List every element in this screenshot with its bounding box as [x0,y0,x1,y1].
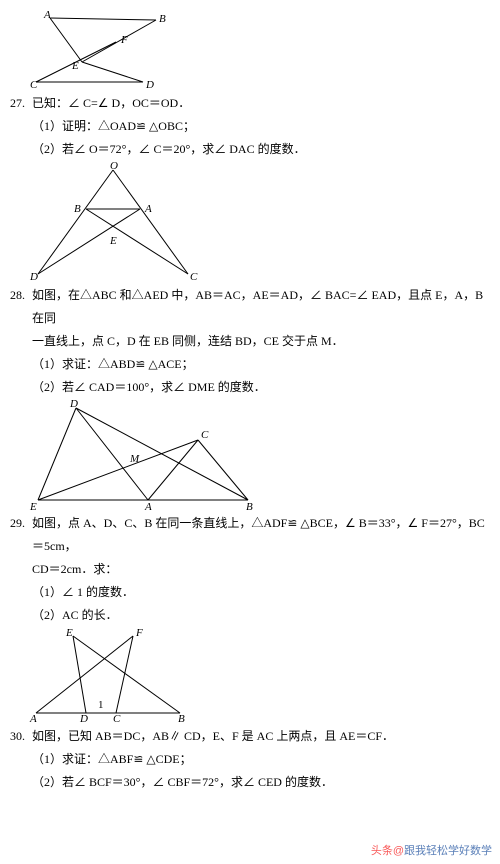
figure-26: A B F E C D [28,10,490,90]
label-M: M [129,453,140,465]
q29-text1: 如图，点 A、D、C、B 在同一条直线上，△ADF≌ △BCE，∠ B＝33°，… [32,512,490,558]
figure-28-svg: D C M E A B [28,400,258,510]
label-D: D [145,79,154,90]
label-E: E [71,60,79,72]
q28-num: 28. [10,284,32,330]
q28-p1: （1）求证：△ABD≌ △ACE； [32,353,490,376]
figure-28: D C M E A B [28,400,490,510]
label-C: C [201,429,209,441]
label-A: A [43,10,51,21]
q28-p2: （2）若∠ CAD＝100°，求∠ DME 的度数． [32,376,490,399]
label-A: A [144,203,152,215]
label-B: B [246,501,253,510]
q27-text: 已知：∠ C=∠ D，OC＝OD． [32,92,490,115]
label-E: E [65,628,73,639]
q27-p1: （1）证明：△OAD≌ △OBC； [32,115,490,138]
q29-p1: （1）∠ 1 的度数． [32,581,490,604]
label-1: 1 [98,699,104,711]
q29-stem2: CD＝2cm．求： [32,558,490,581]
q29-stem1: 29. 如图，点 A、D、C、B 在同一条直线上，△ADF≌ △BCE，∠ B＝… [10,512,490,558]
watermark-prefix: 头条@ [371,845,404,857]
label-C: C [113,713,121,723]
q30-p1: （1）求证：△ABF≌ △CDE； [32,748,490,771]
q30-stem: 30. 如图，已知 AB＝DC，AB∥ CD，E、F 是 AC 上两点，且 AE… [10,725,490,748]
label-B: B [178,713,185,723]
label-B: B [159,13,166,25]
q27-p2: （2）若∠ O＝72°，∠ C＝20°，求∠ DAC 的度数． [32,138,490,161]
q27-stem: 27. 已知：∠ C=∠ D，OC＝OD． [10,92,490,115]
label-D: D [69,400,78,410]
label-F: F [135,628,143,639]
q27-num: 27. [10,92,32,115]
q28-stem2: 一直线上，点 C，D 在 EB 同侧，连结 BD，CE 交于点 M． [32,330,490,353]
figure-27: O B A E D C [28,162,490,282]
q28-stem1: 28. 如图，在△ABC 和△AED 中，AB＝AC，AE＝AD，∠ BAC=∠… [10,284,490,330]
label-O: O [110,162,118,172]
q30-num: 30. [10,725,32,748]
watermark-handle: 跟我轻松学好数学 [404,845,492,857]
label-A: A [144,501,152,510]
figure-27-svg: O B A E D C [28,162,198,282]
label-E: E [29,501,37,510]
q30-p2: （2）若∠ BCF＝30°，∠ CBF＝72°，求∠ CED 的度数． [32,771,490,794]
label-D: D [79,713,88,723]
q28-text1: 如图，在△ABC 和△AED 中，AB＝AC，AE＝AD，∠ BAC=∠ EAD… [32,284,490,330]
label-E: E [109,235,117,247]
q30-text: 如图，已知 AB＝DC，AB∥ CD，E、F 是 AC 上两点，且 AE＝CF． [32,725,490,748]
label-C: C [190,271,198,282]
q29-num: 29. [10,512,32,558]
q29-p2: （2）AC 的长． [32,604,490,627]
watermark: 头条@跟我轻松学好数学 [371,841,492,862]
label-A: A [29,713,37,723]
label-B: B [74,203,81,215]
label-F: F [120,34,128,46]
label-D: D [29,271,38,282]
figure-29: E F A D C B 1 [28,628,490,723]
figure-26-svg: A B F E C D [28,10,168,90]
figure-29-svg: E F A D C B 1 [28,628,188,723]
label-C: C [30,79,38,90]
